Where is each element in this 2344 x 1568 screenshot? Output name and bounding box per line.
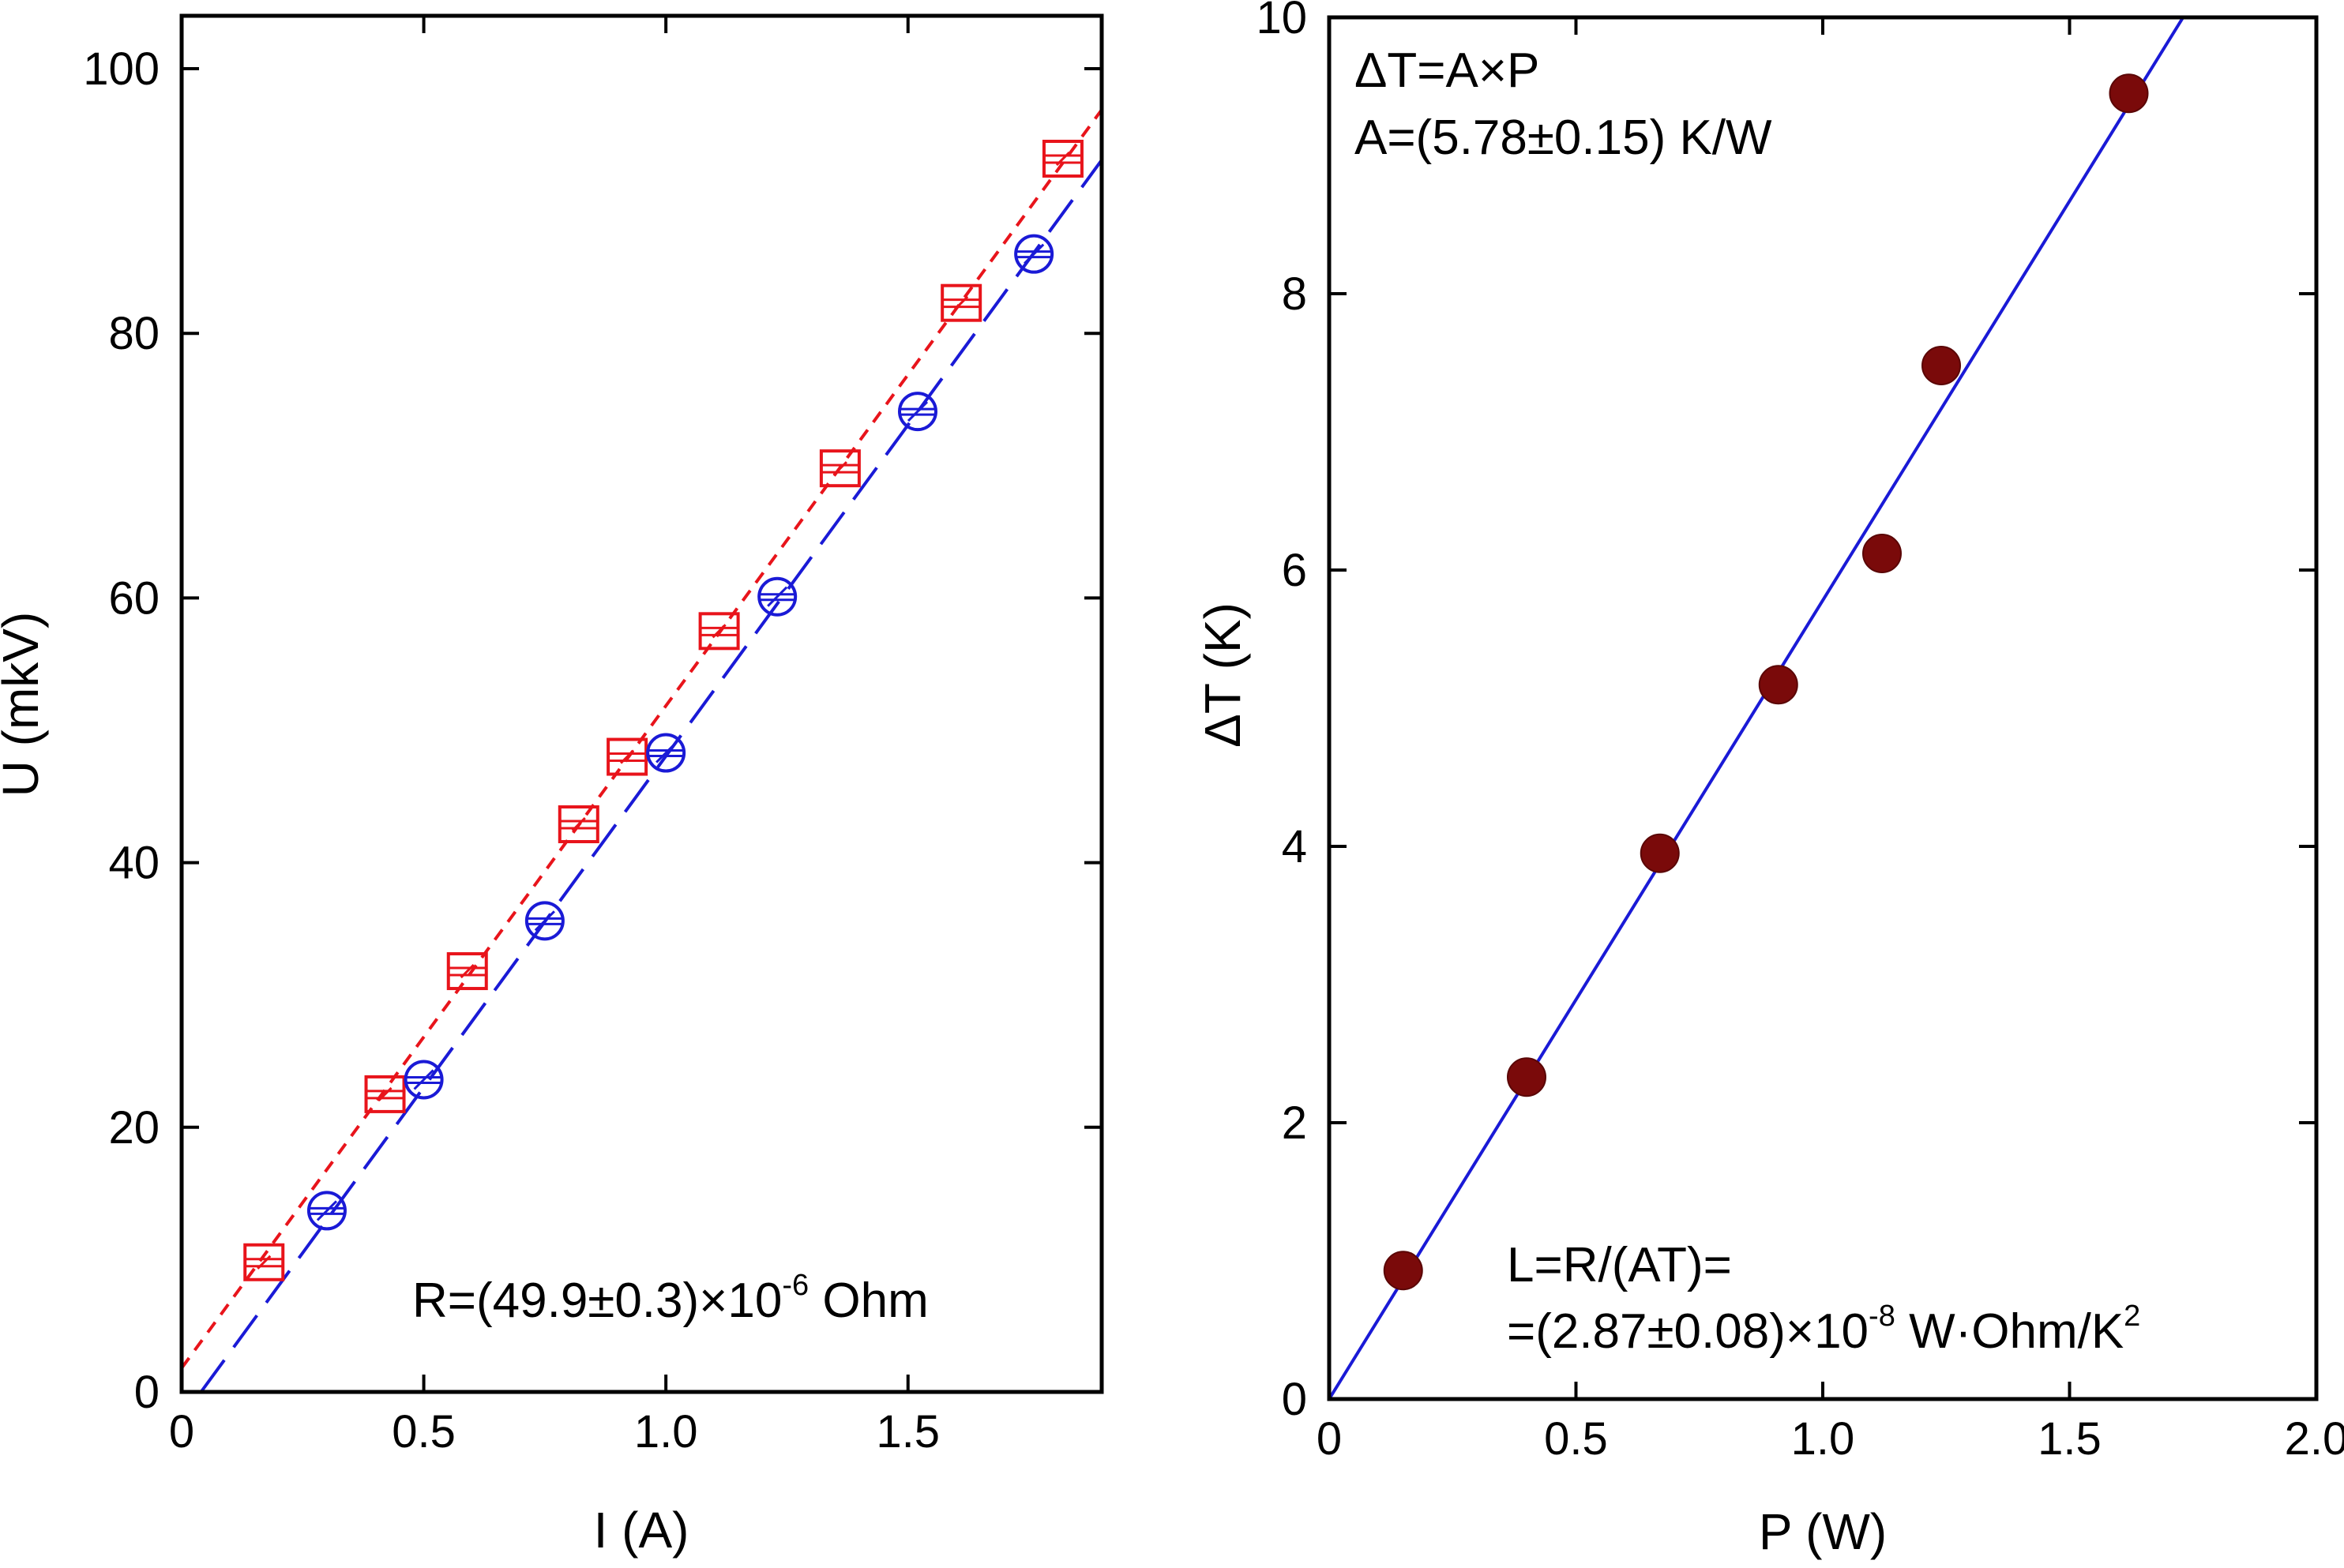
filled-data-point bbox=[2109, 73, 2149, 114]
left-x-tick-label: 0 bbox=[169, 1406, 194, 1457]
right-y-tick-label: 10 bbox=[1256, 0, 1307, 43]
square-data-point bbox=[364, 1075, 406, 1113]
circle-data-point bbox=[306, 1191, 347, 1231]
right-y-tick-label: 6 bbox=[1282, 545, 1307, 596]
square-data-point bbox=[607, 737, 648, 776]
right-axis-ticks: 0 0.5 1.0 1.5 2.0 0 2 4 6 8 10 bbox=[1256, 0, 2344, 1465]
right-y-tick-label: 4 bbox=[1282, 821, 1307, 872]
left-y-tick-label: 40 bbox=[108, 838, 160, 889]
left-x-tick-label: 1.5 bbox=[876, 1406, 940, 1457]
left-y-tick-label: 80 bbox=[108, 308, 160, 359]
filled-data-point bbox=[1383, 1251, 1423, 1291]
right-x-tick-label: 0 bbox=[1317, 1413, 1342, 1465]
right-x-tick-label: 0.5 bbox=[1544, 1413, 1608, 1465]
filled-data-point bbox=[1758, 665, 1798, 705]
right-x-axis-label: P (W) bbox=[1759, 1503, 1887, 1560]
right-fit-line bbox=[1328, 16, 2184, 1401]
filled-data-point bbox=[1507, 1057, 1546, 1097]
circle-data-point bbox=[757, 576, 798, 617]
square-data-point bbox=[558, 805, 599, 844]
left-chart-panel: 0 0.5 1.0 1.5 0 20 40 60 80 100 I (A) U (mkV) R=(… bbox=[0, 13, 1104, 1559]
lorenz-formula: L=R/(AT)= bbox=[1507, 1238, 1732, 1292]
right-y-tick-label: 2 bbox=[1282, 1097, 1307, 1149]
right-y-tick-label: 0 bbox=[1282, 1374, 1307, 1425]
square-data-point bbox=[243, 1243, 285, 1281]
square-data-point bbox=[941, 283, 982, 322]
right-y-tick-label: 8 bbox=[1282, 268, 1307, 320]
square-data-point bbox=[698, 612, 740, 651]
right-y-axis-label: ΔT (K) bbox=[1194, 602, 1251, 748]
left-x-tick-label: 1.0 bbox=[634, 1406, 698, 1457]
circle-data-point bbox=[1014, 234, 1054, 274]
right-data-points bbox=[1383, 73, 2149, 1291]
left-y-axis-label: U (mkV) bbox=[0, 612, 49, 797]
circle-data-point bbox=[646, 733, 686, 773]
left-data-points bbox=[243, 140, 1084, 1281]
circle-data-point bbox=[524, 901, 565, 941]
square-data-point bbox=[1042, 140, 1084, 178]
resistance-annotation: R=(49.9±0.3)×10-6 Ohm bbox=[412, 1269, 929, 1328]
lorenz-value: =(2.87±0.08)×10-8 W·Ohm/K2 bbox=[1507, 1300, 2140, 1359]
left-plot-frame bbox=[179, 13, 1104, 1394]
right-x-tick-label: 1.0 bbox=[1791, 1413, 1855, 1465]
circle-data-point bbox=[404, 1060, 444, 1100]
filled-data-point bbox=[1921, 346, 1961, 385]
right-fit-line-0 bbox=[1328, 16, 2184, 1401]
left-fit-line-1 bbox=[199, 159, 1103, 1394]
left-x-tick-label: 0.5 bbox=[392, 1406, 456, 1457]
left-y-tick-label: 60 bbox=[108, 572, 160, 624]
left-axis-ticks: 0 0.5 1.0 1.5 0 20 40 60 80 100 bbox=[83, 16, 1102, 1457]
square-data-point bbox=[819, 449, 861, 488]
delta-t-formula: ΔT=A×P bbox=[1354, 43, 1539, 98]
left-y-tick-label: 100 bbox=[83, 43, 160, 95]
filled-data-point bbox=[1862, 534, 1902, 573]
right-plot-frame bbox=[1327, 15, 2319, 1401]
square-data-point bbox=[446, 952, 488, 991]
circle-data-point bbox=[898, 392, 937, 432]
filled-data-point bbox=[1640, 833, 1680, 873]
right-x-tick-label: 2.0 bbox=[2285, 1413, 2344, 1465]
left-y-tick-label: 0 bbox=[134, 1367, 160, 1418]
right-x-tick-label: 1.5 bbox=[2038, 1413, 2102, 1465]
left-x-axis-label: I (A) bbox=[594, 1502, 689, 1559]
coefficient-a: A=(5.78±0.15) K/W bbox=[1354, 111, 1772, 165]
left-y-tick-label: 20 bbox=[108, 1102, 160, 1153]
right-chart-panel: 0 0.5 1.0 1.5 2.0 0 2 4 6 8 10 P (W) ΔT (K) ΔT=A×P… bbox=[1194, 0, 2344, 1560]
